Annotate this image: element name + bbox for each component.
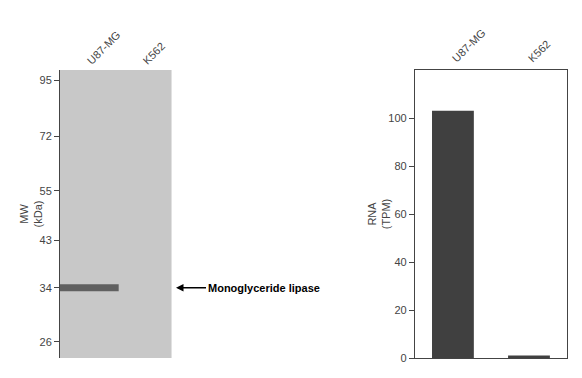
svg-text:55: 55: [40, 185, 52, 197]
svg-text:K562: K562: [526, 38, 553, 65]
svg-text:0: 0: [401, 352, 407, 364]
svg-text:RNA(TPM): RNA(TPM): [366, 199, 392, 230]
svg-text:60: 60: [394, 208, 406, 220]
svg-text:40: 40: [394, 256, 406, 268]
svg-text:K562: K562: [140, 40, 167, 67]
svg-text:U87-MG: U87-MG: [85, 29, 123, 67]
svg-text:20: 20: [394, 304, 406, 316]
svg-text:Monoglyceride lipase: Monoglyceride lipase: [208, 282, 320, 294]
svg-text:34: 34: [40, 282, 52, 294]
svg-text:43: 43: [40, 234, 52, 246]
svg-text:95: 95: [40, 74, 52, 86]
svg-text:100: 100: [388, 112, 406, 124]
svg-text:26: 26: [40, 336, 52, 348]
svg-text:MW(kDa): MW(kDa): [18, 201, 44, 228]
svg-text:U87-MG: U87-MG: [450, 27, 488, 65]
svg-text:72: 72: [40, 130, 52, 142]
svg-text:80: 80: [394, 160, 406, 172]
